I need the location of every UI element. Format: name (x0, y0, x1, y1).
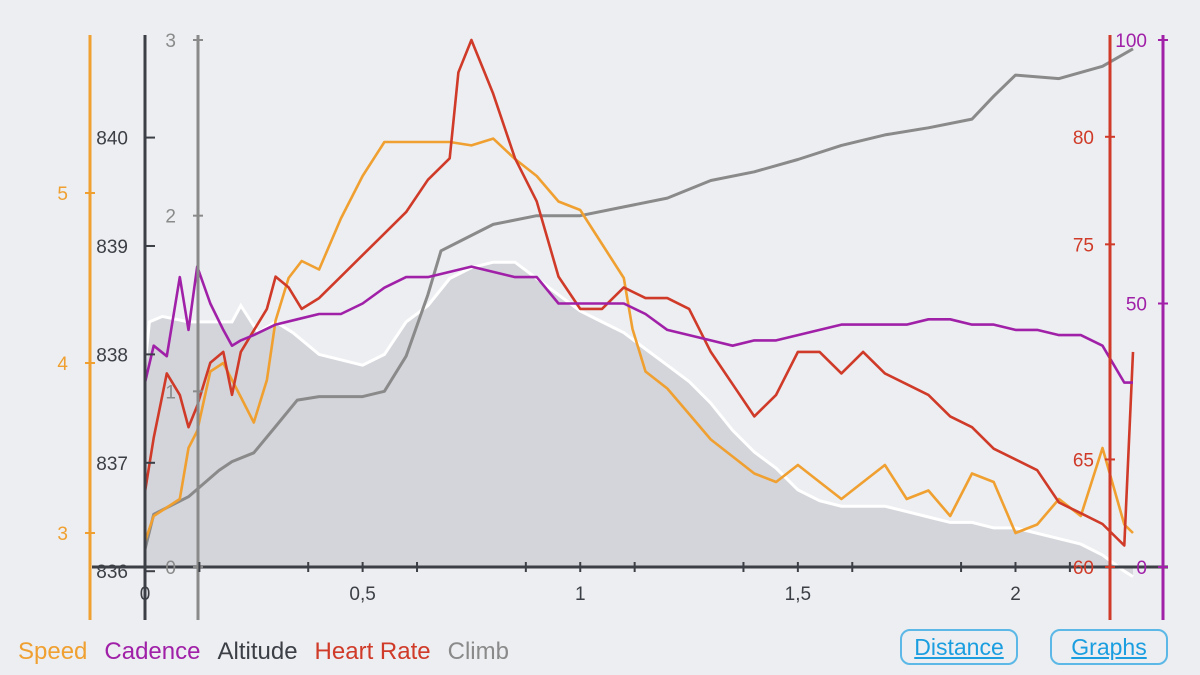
altitude-area (143, 260, 1134, 578)
altitude-tick-label: 837 (96, 454, 128, 475)
x-tick-label: 1 (575, 584, 586, 605)
x-tick-label: 0 (140, 584, 151, 605)
heart-rate-line (143, 38, 1135, 547)
graphs-button[interactable]: Graphs (1050, 629, 1168, 665)
distance-button[interactable]: Distance (900, 629, 1018, 665)
series-lines (143, 38, 1135, 550)
speed-line (143, 137, 1134, 542)
speed-tick-label: 4 (57, 354, 68, 375)
heart-rate-tick-label: 80 (1073, 128, 1094, 149)
altitude-fill (145, 262, 1133, 577)
altitude-tick-label: 836 (96, 562, 128, 583)
legend-climb[interactable]: Climb (447, 638, 509, 665)
climb-line (143, 47, 1134, 550)
altitude-tick-label: 840 (96, 129, 128, 150)
x-tick-label: 1,5 (785, 584, 811, 605)
altitude-line (143, 260, 1134, 578)
axes (88, 35, 1168, 620)
speed-tick-label: 3 (57, 524, 68, 545)
legend-cadence[interactable]: Cadence (104, 638, 201, 665)
legend-altitude[interactable]: Altitude (217, 638, 298, 665)
climb-tick-label: 3 (165, 31, 176, 52)
cadence-tick-label: 0 (1136, 558, 1147, 579)
x-tick-label: 0,5 (349, 584, 375, 605)
altitude-tick-label: 838 (96, 345, 128, 366)
x-tick-label: 2 (1010, 584, 1021, 605)
combined-chart: 3 4 5 836 837 838 839 840 0 1 2 3 60 65 75 80 0 50 100 0 0,5… (57, 31, 1168, 620)
climb-tick-label: 2 (165, 207, 176, 228)
climb-tick-label: 1 (165, 382, 176, 403)
cadence-line (143, 265, 1133, 384)
climb-tick-label: 0 (165, 558, 176, 579)
heart-rate-tick-label: 60 (1073, 558, 1094, 579)
heart-rate-tick-label: 65 (1073, 450, 1094, 471)
legend-heart-rate[interactable]: Heart Rate (314, 638, 431, 665)
cadence-tick-label: 50 (1126, 295, 1147, 316)
legend-speed[interactable]: Speed (18, 638, 88, 665)
cadence-tick-label: 100 (1115, 31, 1147, 52)
speed-tick-label: 5 (57, 184, 68, 205)
altitude-tick-label: 839 (96, 237, 128, 258)
tick-labels: 3 4 5 836 837 838 839 840 0 1 2 3 60 65 75 80 0 50 100 0 0,5… (57, 31, 1168, 605)
heart-rate-tick-label: 75 (1073, 235, 1094, 256)
legend: Speed Cadence Altitude Heart Rate Climb (18, 638, 526, 666)
